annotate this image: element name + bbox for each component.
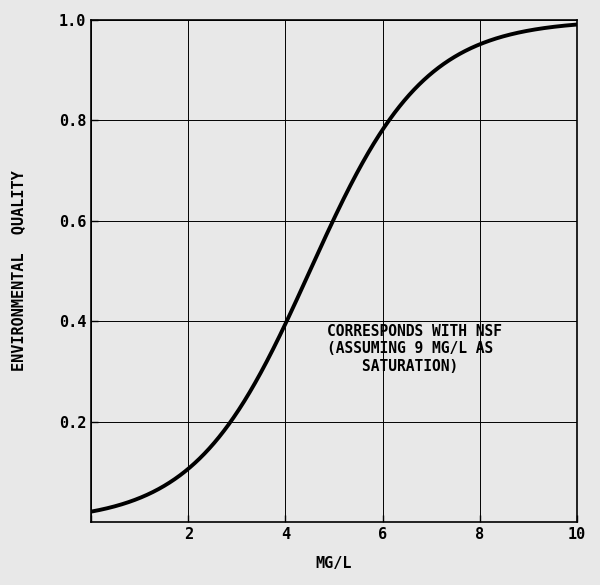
Text: CORRESPONDS WITH NSF
(ASSUMING 9 MG/L AS
    SATURATION): CORRESPONDS WITH NSF (ASSUMING 9 MG/L AS… [327, 324, 502, 374]
Text: ENVIRONMENTAL  QUALITY: ENVIRONMENTAL QUALITY [11, 171, 26, 371]
X-axis label: MG/L: MG/L [316, 556, 352, 571]
